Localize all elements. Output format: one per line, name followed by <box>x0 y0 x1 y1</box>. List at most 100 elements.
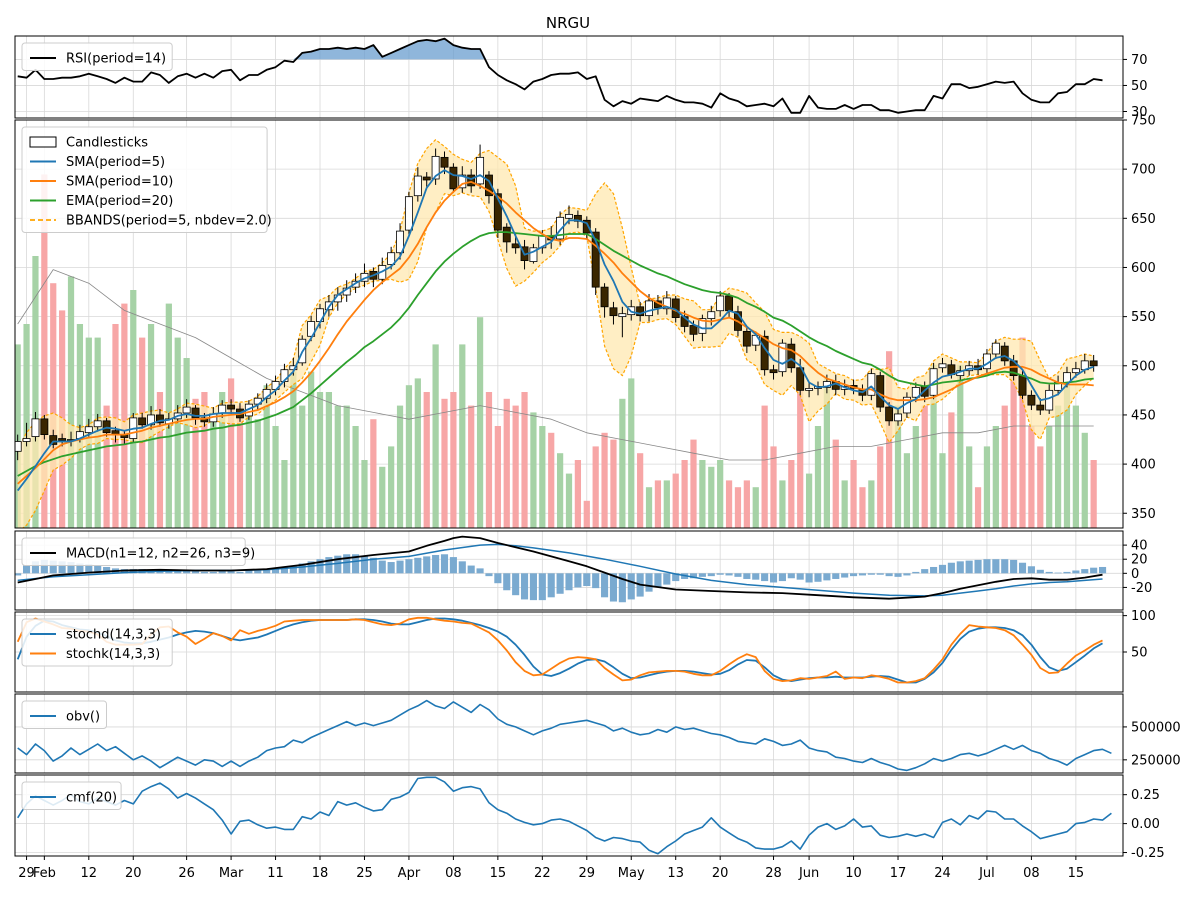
candle-body <box>502 226 511 243</box>
volume-bar <box>103 405 110 528</box>
volume-bar <box>414 378 421 528</box>
obv-line <box>17 699 1112 772</box>
rsi-y-ticks: 30 50 70 <box>1123 53 1148 120</box>
volume-bar <box>405 385 413 528</box>
macd-histogram-bar <box>209 571 217 574</box>
macd-histogram-bar <box>512 573 520 596</box>
macd-histogram-bar <box>1054 572 1062 574</box>
macd-histogram-bar <box>930 566 938 574</box>
candle-body <box>102 420 111 434</box>
candle-body <box>600 286 609 308</box>
cmf-line <box>17 776 1112 855</box>
macd-histogram-bar <box>245 570 253 574</box>
macd-histogram-bar <box>752 573 760 580</box>
candle-body <box>396 230 405 254</box>
volume-bar <box>174 337 181 528</box>
candle-body <box>227 404 236 410</box>
volume-bar <box>752 487 759 528</box>
volume-bar <box>272 426 279 528</box>
candle-body <box>911 387 920 398</box>
candle-body <box>200 417 209 423</box>
macd-histogram-bar <box>334 555 342 574</box>
x-tick-label: 18 <box>312 866 329 881</box>
macd-histogram-bar <box>325 557 333 574</box>
candle-body <box>894 413 902 422</box>
macd-histogram-bar <box>565 573 573 591</box>
candle-body <box>511 243 520 249</box>
volume-bar <box>823 378 830 528</box>
macd-histogram-bar <box>440 554 449 574</box>
macd-histogram-bar <box>449 557 457 574</box>
macd-histogram-bar <box>387 562 395 574</box>
candle-body <box>49 435 58 445</box>
volume-bar <box>201 392 208 528</box>
macd-histogram-bar <box>458 561 466 574</box>
volume-bar <box>156 392 164 528</box>
macd-histogram-bar <box>947 562 955 574</box>
volume-bar <box>868 480 875 528</box>
candle-body <box>636 306 645 317</box>
volume-bar <box>1046 426 1053 528</box>
candle-body <box>529 247 538 262</box>
x-tick-label: 29 <box>18 866 35 881</box>
macd-histogram-bar <box>556 573 564 594</box>
macd-histogram-bar <box>503 573 511 591</box>
stochd-line <box>16 617 1103 684</box>
macd-histogram-bar <box>280 566 288 574</box>
volume-bar <box>690 439 697 528</box>
candle-body <box>867 373 876 396</box>
y-tick-label: 550 <box>1131 310 1156 325</box>
macd-histogram-bar <box>698 573 706 577</box>
obv-panel: 250000 500000 obv() <box>14 693 1181 774</box>
rsi-panel: 30 50 70 RSI(period=14) <box>14 35 1148 120</box>
legend-label: SMA(period=5) <box>66 155 165 170</box>
volume-bar <box>948 412 955 528</box>
volume-bar <box>743 480 750 528</box>
y-tick-label: -0.25 <box>1131 846 1165 861</box>
candle-body <box>485 174 493 197</box>
volume-bar <box>912 426 919 528</box>
stochk-line <box>16 616 1103 684</box>
volume-bar <box>32 256 39 528</box>
macd-histogram-bar <box>289 566 297 574</box>
macd-histogram-bar <box>271 568 280 574</box>
volume-bar <box>227 378 235 528</box>
volume-bar <box>432 344 439 528</box>
candle-body <box>422 176 431 181</box>
candle-body <box>191 407 200 419</box>
volume-bar <box>983 446 991 528</box>
candle-body <box>778 342 787 373</box>
candle-body <box>84 426 93 434</box>
macd-histogram-bar <box>716 573 724 575</box>
macd-histogram-bar <box>165 571 173 574</box>
candle-body <box>218 404 227 414</box>
volume-bar <box>1054 405 1062 528</box>
volume-bar <box>476 317 484 528</box>
macd-histogram-bar <box>236 571 244 574</box>
macd-histogram-bar <box>787 573 795 579</box>
macd-histogram-bar <box>672 573 680 582</box>
candle-body <box>573 214 582 222</box>
volume-bar <box>299 405 306 528</box>
volume-bar <box>779 480 786 528</box>
candle-body <box>1089 360 1098 367</box>
candle-body <box>476 156 485 185</box>
obv-y-ticks: 250000 500000 <box>1123 720 1181 768</box>
macd-histogram-bar <box>520 573 529 600</box>
x-tick-label: 08 <box>445 866 462 881</box>
macd-histogram-bar <box>769 573 778 583</box>
candle-body <box>885 406 894 422</box>
x-tick-label: Mar <box>219 866 244 881</box>
macd-histogram-bar <box>805 573 813 583</box>
volume-bar <box>512 405 519 528</box>
volume-bar <box>921 405 928 528</box>
legend-label: BBANDS(period=5, nbdev=2.0) <box>66 214 272 229</box>
x-tick-label: 20 <box>712 866 729 881</box>
macd-histogram-bar <box>778 573 786 582</box>
macd-histogram-bar <box>414 557 422 574</box>
candle-body <box>387 252 396 265</box>
candle-body <box>493 193 502 231</box>
macd-histogram-bar <box>200 571 208 574</box>
